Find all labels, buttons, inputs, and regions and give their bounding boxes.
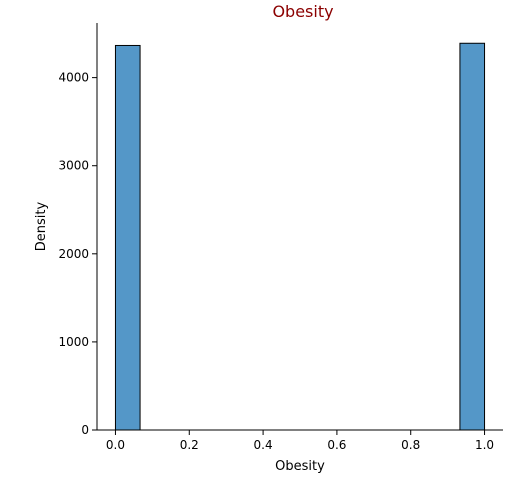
x-axis-label: Obesity — [275, 459, 325, 474]
x-tick-label: 0.4 — [254, 438, 273, 452]
y-tick-label: 3000 — [58, 159, 89, 173]
x-tick-label: 0.8 — [401, 438, 420, 452]
x-tick-label: 0.6 — [327, 438, 346, 452]
x-tick-label: 0.0 — [106, 438, 125, 452]
histogram-bar — [114, 44, 141, 431]
y-tick-label: 4000 — [58, 71, 89, 85]
x-tick-label: 1.0 — [475, 438, 494, 452]
histogram-bar — [459, 42, 486, 431]
x-tick-label: 0.2 — [180, 438, 199, 452]
y-axis-label: Density — [34, 201, 49, 251]
y-tick-label: 0 — [81, 423, 89, 437]
x-axis: 0.0 0.2 0.4 0.6 0.8 1.0 — [97, 429, 503, 452]
chart-title: Obesity — [272, 2, 333, 21]
y-tick-label: 2000 — [58, 247, 89, 261]
bars-group — [114, 42, 486, 431]
y-tick-label: 1000 — [58, 335, 89, 349]
y-axis: 0 1000 2000 3000 4000 — [58, 23, 98, 437]
